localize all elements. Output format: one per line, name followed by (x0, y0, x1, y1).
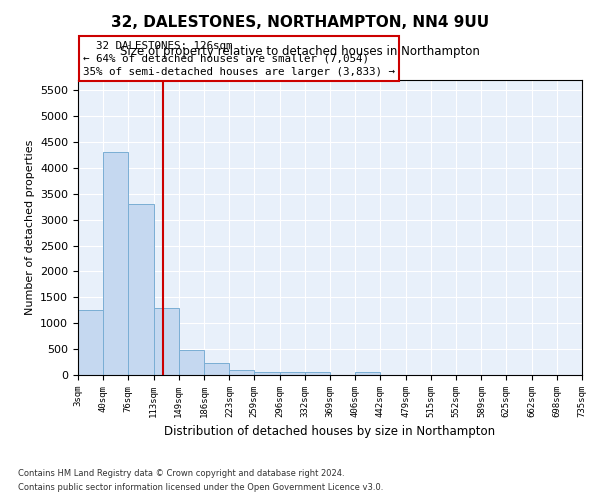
Bar (280, 372, 305, 375)
Bar (154, 308, 179, 375)
Bar (254, 372, 280, 375)
Bar (305, 372, 330, 375)
Bar (78, 310, 103, 375)
X-axis label: Distribution of detached houses by size in Northampton: Distribution of detached houses by size … (164, 426, 496, 438)
Text: Size of property relative to detached houses in Northampton: Size of property relative to detached ho… (120, 45, 480, 58)
Bar (355, 372, 380, 375)
Text: 32 DALESTONES: 126sqm
← 64% of detached houses are smaller (7,054)
35% of semi-d: 32 DALESTONES: 126sqm ← 64% of detached … (83, 40, 395, 77)
Bar (204, 363, 229, 375)
Bar (128, 204, 154, 375)
Bar (229, 370, 254, 375)
Text: 32, DALESTONES, NORTHAMPTON, NN4 9UU: 32, DALESTONES, NORTHAMPTON, NN4 9UU (111, 15, 489, 30)
Text: Contains HM Land Registry data © Crown copyright and database right 2024.: Contains HM Land Registry data © Crown c… (18, 468, 344, 477)
Text: Contains public sector information licensed under the Open Government Licence v3: Contains public sector information licen… (18, 484, 383, 492)
Bar (179, 350, 204, 375)
Bar (103, 152, 128, 375)
Y-axis label: Number of detached properties: Number of detached properties (25, 140, 35, 315)
